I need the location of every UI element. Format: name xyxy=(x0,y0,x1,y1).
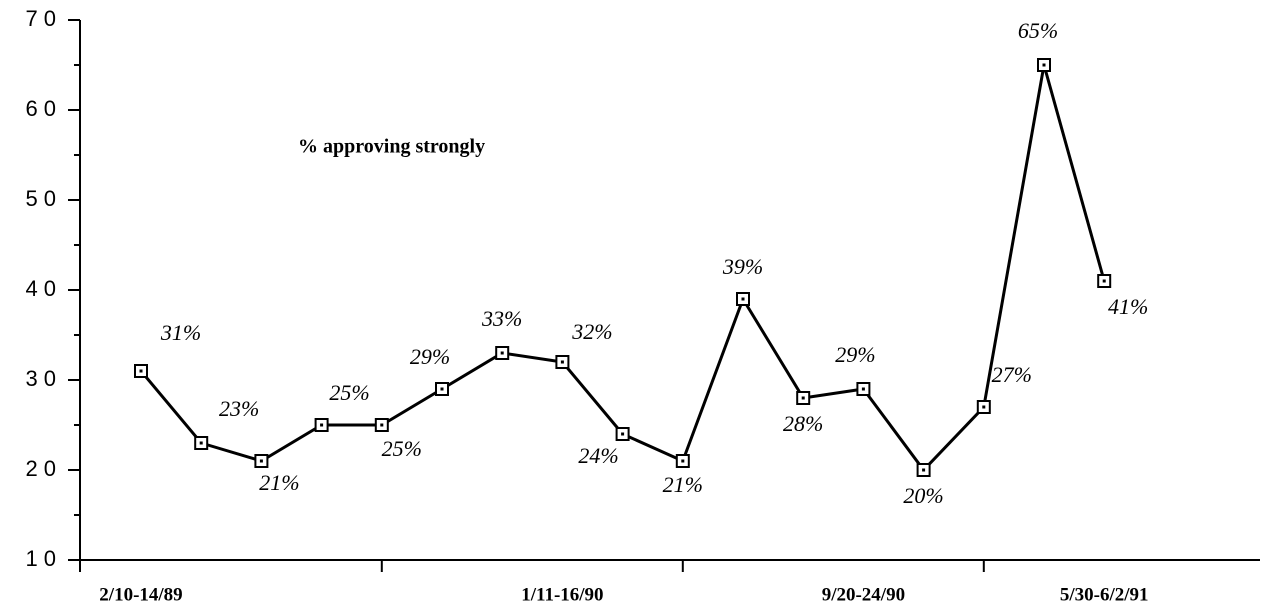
marker-dot xyxy=(741,297,745,301)
value-label: 27% xyxy=(992,362,1032,387)
marker-dot xyxy=(500,351,504,355)
y-tick-label: 50 xyxy=(26,186,62,211)
value-label: 65% xyxy=(1018,18,1058,43)
marker-dot xyxy=(1102,279,1106,283)
y-tick-label: 10 xyxy=(26,546,62,571)
value-label: 28% xyxy=(783,411,823,436)
value-label: 31% xyxy=(160,320,201,345)
value-label: 39% xyxy=(722,254,763,279)
marker-dot xyxy=(922,468,926,472)
value-label: 25% xyxy=(329,380,369,405)
marker-dot xyxy=(259,459,263,463)
x-tick-label: 2/10-14/89 xyxy=(99,584,182,605)
marker-dot xyxy=(560,360,564,364)
y-tick-label: 60 xyxy=(26,96,62,121)
value-label: 25% xyxy=(382,436,422,461)
marker-dot xyxy=(621,432,625,436)
marker-dot xyxy=(1042,63,1046,67)
x-tick-label: 9/20-24/90 xyxy=(822,584,905,605)
value-label: 32% xyxy=(571,319,612,344)
value-label: 24% xyxy=(578,443,618,468)
x-tick-label: 5/30-6/2/91 xyxy=(1060,584,1149,605)
marker-dot xyxy=(861,387,865,391)
marker-dot xyxy=(199,441,203,445)
y-tick-label: 20 xyxy=(26,456,62,481)
marker-dot xyxy=(139,369,143,373)
value-label: 29% xyxy=(835,342,875,367)
value-label: 41% xyxy=(1108,294,1148,319)
series-line xyxy=(139,64,1106,473)
marker-dot xyxy=(681,459,685,463)
marker-dot xyxy=(982,405,986,409)
y-tick-label: 30 xyxy=(26,366,62,391)
y-tick-label: 40 xyxy=(26,276,62,301)
value-label: 21% xyxy=(259,470,299,495)
marker-dot xyxy=(440,387,444,391)
marker-dot xyxy=(801,396,805,400)
annotation: % approving strongly xyxy=(298,136,485,158)
y-tick-label: 70 xyxy=(26,6,62,31)
value-label: 29% xyxy=(410,344,450,369)
marker-dot xyxy=(320,423,324,427)
value-label: 23% xyxy=(219,396,259,421)
x-tick-label: 1/11-16/90 xyxy=(521,584,603,605)
marker-dot xyxy=(380,423,384,427)
value-label: 21% xyxy=(663,472,703,497)
value-label: 33% xyxy=(481,306,522,331)
value-label: 20% xyxy=(903,483,943,508)
